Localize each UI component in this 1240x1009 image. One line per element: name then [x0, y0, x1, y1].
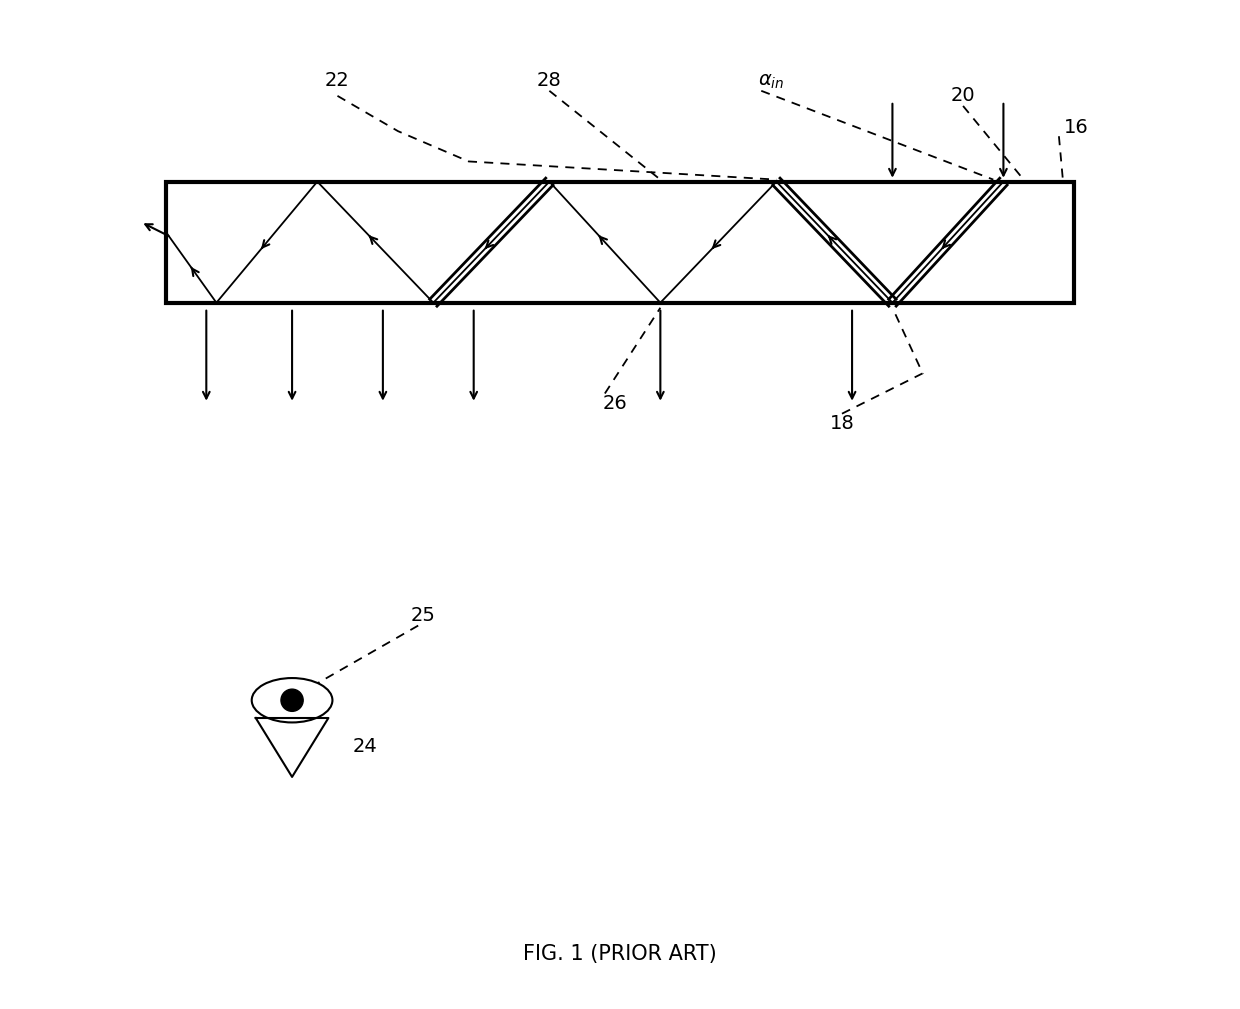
Text: 24: 24: [352, 737, 377, 756]
Text: 25: 25: [410, 605, 435, 625]
Text: 22: 22: [325, 71, 350, 90]
Text: 20: 20: [951, 86, 976, 105]
Ellipse shape: [252, 678, 332, 722]
Bar: [166, 182, 1074, 303]
Text: 26: 26: [603, 394, 627, 413]
Text: FIG. 1 (PRIOR ART): FIG. 1 (PRIOR ART): [523, 943, 717, 964]
Text: $\alpha_{in}$: $\alpha_{in}$: [758, 72, 785, 91]
Circle shape: [281, 689, 303, 711]
Text: 16: 16: [1064, 118, 1089, 137]
Text: 28: 28: [537, 71, 562, 90]
Text: 18: 18: [830, 414, 854, 433]
